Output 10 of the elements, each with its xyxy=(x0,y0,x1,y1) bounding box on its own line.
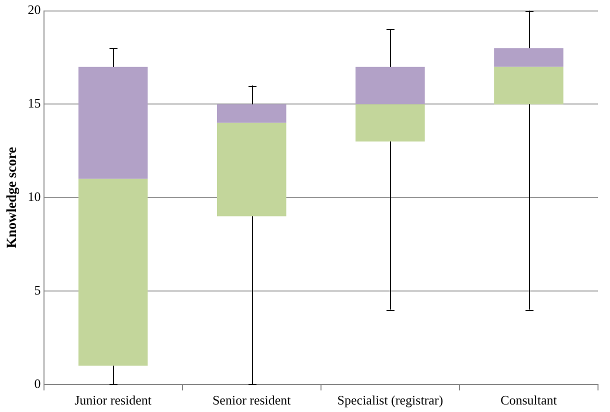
y-tick-label: 0 xyxy=(34,376,41,391)
y-tick-label: 20 xyxy=(28,2,41,18)
y-tick-label: 15 xyxy=(28,96,41,111)
x-tick-label: Senior resident xyxy=(212,392,292,408)
x-tick-label: Junior resident xyxy=(74,392,152,408)
y-tick-label: 10 xyxy=(28,189,41,204)
x-tick-label: Specialist (registrar) xyxy=(337,392,444,408)
x-tick-label: Consultant xyxy=(500,392,558,408)
y-axis-title: Knowledge score xyxy=(5,146,20,248)
y-tick-label: 5 xyxy=(34,282,41,298)
